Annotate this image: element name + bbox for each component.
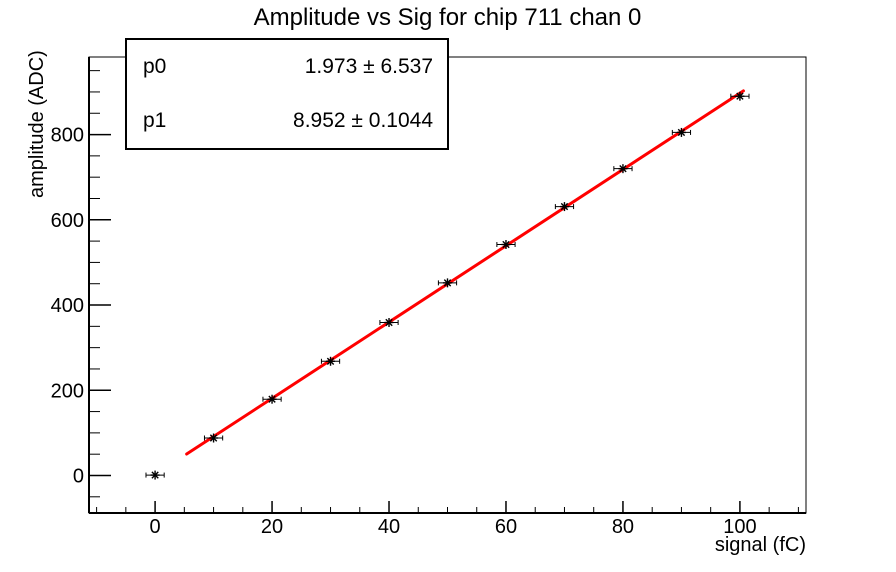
fit-stats-box: p0 1.973 ± 6.537 p1 8.952 ± 0.1044 [125,38,449,150]
asterisk-marker [268,395,276,403]
asterisk-marker [326,357,335,365]
data-point [320,356,341,366]
asterisk-marker [677,128,686,137]
chart-title: Amplitude vs Sig for chip 711 chan 0 [253,4,642,31]
y-tick-label: 200 [51,380,84,402]
y-axis-title: amplitude (ADC) [26,50,48,198]
param-p0-value: 1.973 ± 6.537 [304,55,433,78]
data-point [671,127,692,137]
x-axis-title: signal (fC) [714,534,806,556]
data-point [145,470,165,480]
data-point [262,394,282,404]
data-point [613,164,633,174]
param-p1-name: p1 [143,109,167,132]
asterisk-marker [209,434,218,442]
data-point [203,433,224,443]
data-point [437,278,458,288]
asterisk-marker [619,164,627,173]
data-point [730,91,750,101]
x-tick-label: 60 [495,516,517,538]
y-tick-label: 400 [51,295,84,317]
y-tick-label: 600 [51,210,84,232]
stats-row-p1: p1 8.952 ± 0.1044 [127,94,447,148]
x-tick-label: 20 [261,516,283,538]
y-tick-label: 800 [51,125,84,147]
stats-row-p0: p0 1.973 ± 6.537 [127,40,447,94]
asterisk-marker [560,202,569,211]
data-point [496,240,516,250]
data-point [379,318,399,328]
asterisk-marker [443,279,452,287]
x-tick-label: 80 [612,516,634,538]
param-p0-name: p0 [143,55,167,78]
param-p1-value: 8.952 ± 0.1044 [293,109,433,132]
y-tick-label: 0 [73,465,84,487]
data-point [554,202,575,212]
x-tick-label: 40 [378,516,400,538]
asterisk-marker [151,471,159,479]
asterisk-marker [385,318,393,327]
x-tick-label: 0 [150,516,161,538]
asterisk-marker [736,92,744,100]
asterisk-marker [502,240,510,249]
fit-line [185,89,745,456]
x-tick-label: 100 [723,516,756,538]
